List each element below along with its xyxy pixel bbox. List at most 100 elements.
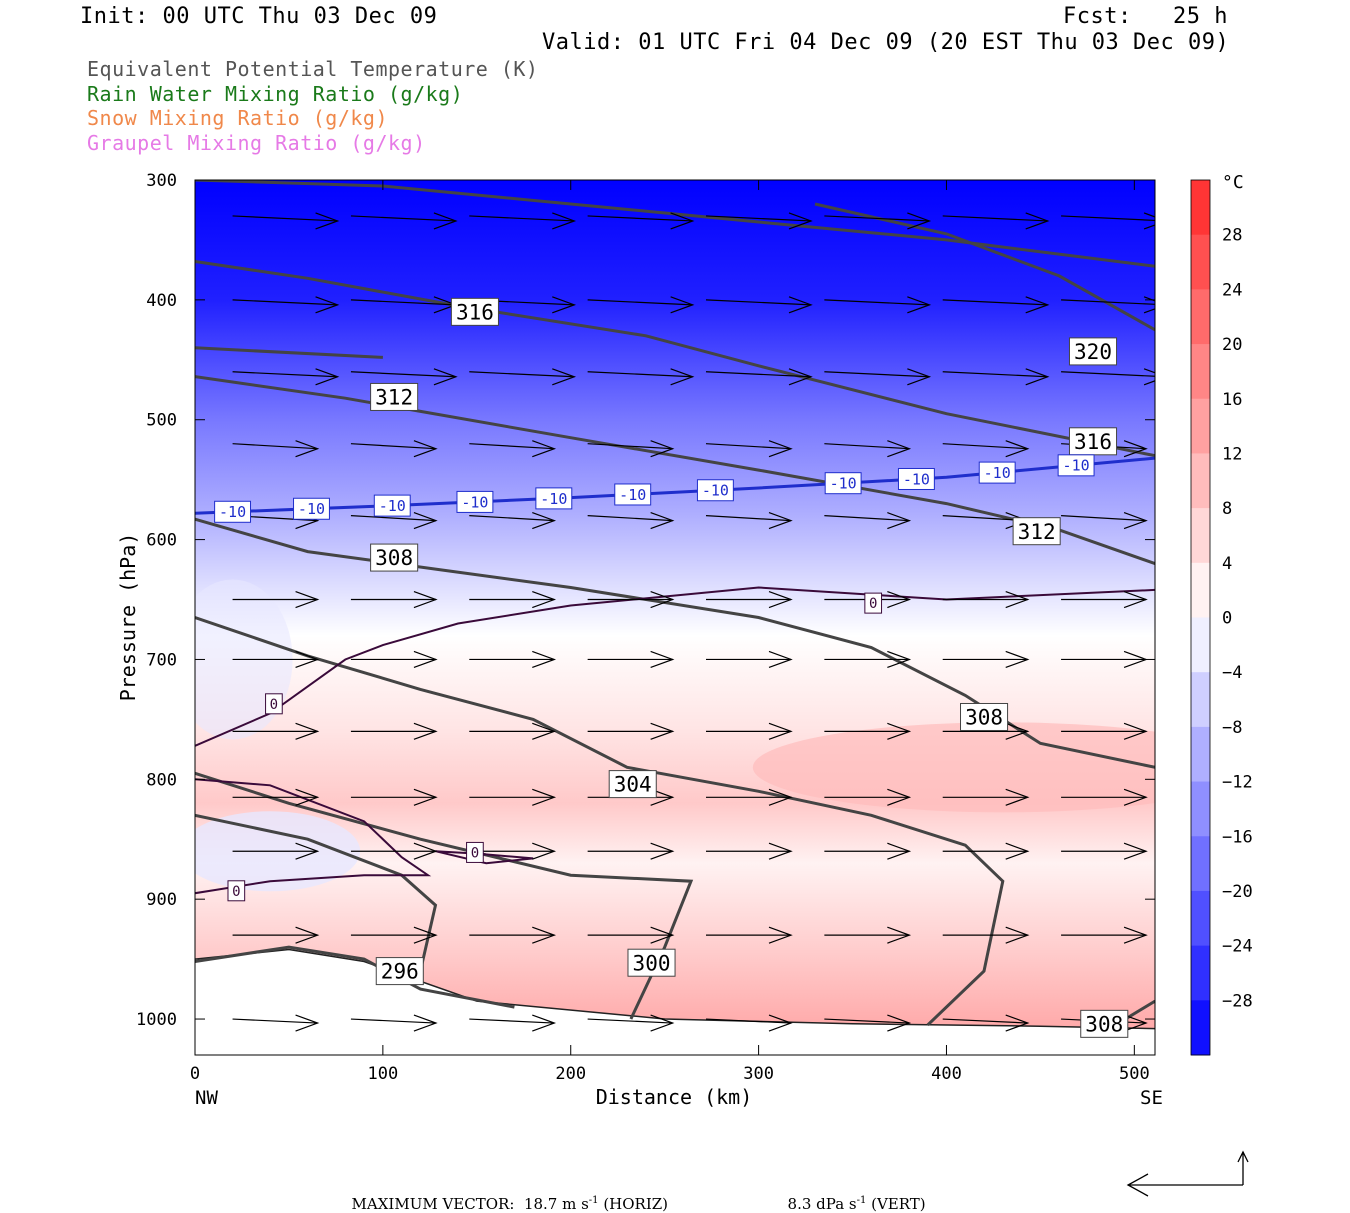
wind-vector-head [887, 1014, 912, 1032]
wind-vector [350, 299, 456, 306]
wind-vector-head [788, 368, 813, 386]
isotherm-label-minus10: -10 [379, 497, 406, 515]
wind-vector [1061, 299, 1155, 305]
wind-vector [587, 215, 693, 222]
wind-vector-head [1005, 842, 1030, 860]
theta-e-label: 312 [1018, 520, 1056, 544]
wind-vector [942, 371, 1048, 378]
wind-vector [350, 443, 436, 450]
wind-vector-head [887, 722, 912, 740]
colorbar-swatch [1191, 289, 1210, 345]
isotherm-label-minus10-box [696, 479, 734, 502]
wind-vector-head [650, 512, 675, 530]
wind-vector-head [887, 926, 912, 944]
wind-vector [469, 1018, 555, 1024]
colorbar-swatch [1191, 781, 1210, 837]
wind-vector [469, 515, 555, 522]
isotherm-zero [195, 778, 432, 895]
wind-vector-head [1123, 440, 1148, 458]
wind-vector [942, 443, 1028, 450]
colorbar-swatch [1191, 1000, 1210, 1056]
theta-e-label-box [370, 543, 419, 572]
colorbar-tick-label: −20 [1222, 882, 1253, 902]
theta-e-label-box [1068, 427, 1118, 456]
isotherm-label-minus10: -10 [903, 470, 930, 488]
legend-snow: Snow Mixing Ratio (g/kg) [87, 106, 388, 130]
wind-vector [350, 371, 456, 378]
x-tick-label: 200 [555, 1064, 586, 1084]
isotherm-label-minus10: -10 [219, 503, 246, 521]
wind-vector [232, 215, 338, 222]
theta-e-contour-316 [195, 260, 1155, 458]
wind-vector [232, 299, 338, 306]
wind-vector [587, 1018, 673, 1024]
wind-vector-head [315, 368, 340, 386]
isotherm-label-minus10: -10 [461, 493, 488, 511]
isotherm-label-minus10: -10 [1063, 457, 1090, 475]
theta-e-label-box [375, 957, 424, 986]
wind-vector-head [788, 212, 813, 230]
warm-core [752, 722, 1155, 813]
isotherm-label-zero: 0 [471, 845, 479, 861]
colorbar-tick-label: −8 [1222, 718, 1242, 738]
legend-rain-water: Rain Water Mixing Ratio (g/kg) [87, 82, 464, 106]
colorbar-frame [1190, 179, 1211, 1056]
wind-vector-head [532, 440, 557, 458]
wind-vector-head [1005, 440, 1030, 458]
wind-vector-head [887, 590, 912, 609]
isotherm-label-minus10-box [535, 487, 573, 510]
x-tick-label: 0 [190, 1064, 200, 1084]
wind-vector-head [1005, 722, 1030, 740]
x-axis-label: Distance (km) [596, 1085, 753, 1109]
colorbar-tick-label: −16 [1222, 827, 1253, 847]
isotherm-label-minus10: -10 [619, 486, 646, 504]
wind-vector-head [1123, 722, 1148, 740]
wind-vector-head [670, 368, 695, 386]
isotherm-label-minus10-box [897, 467, 935, 490]
theta-e-label: 300 [633, 951, 671, 975]
terrain-line [194, 948, 1156, 1030]
wind-vector [469, 215, 575, 222]
wind-vector-head [413, 440, 438, 458]
theta-e-label: 316 [456, 300, 494, 324]
colorbar-swatch [1191, 672, 1210, 728]
wind-vector [469, 443, 555, 450]
wind-vector [587, 299, 693, 306]
theta-e-label-box [627, 948, 676, 977]
colorbar-swatch [1191, 344, 1210, 400]
wind-vector [232, 371, 338, 378]
forecast-hour: Fcst: 25 h [1063, 4, 1228, 29]
isotherm-label-zero-box [466, 841, 484, 863]
max-vector-caption: MAXIMUM VECTOR: 18.7 m s-1 (HORIZ) [342, 1177, 669, 1213]
wind-vector [942, 299, 1048, 306]
isotherm-label-zero: 0 [869, 596, 877, 612]
wind-vector-head [413, 512, 438, 530]
wind-vector-head [907, 212, 932, 230]
wind-vector-head [1005, 650, 1030, 669]
wind-vector-head [433, 212, 458, 230]
wind-vector-head [315, 212, 340, 230]
colorbar-swatch [1191, 453, 1210, 509]
vert-tag: (VERT) [866, 1195, 926, 1213]
theta-e-label: 308 [375, 546, 413, 570]
wind-vector-head [670, 296, 695, 314]
init-time: Init: 00 UTC Thu 03 Dec 09 [80, 4, 438, 29]
wind-vector-head [887, 440, 912, 458]
wind-vector [824, 371, 930, 378]
theta-e-label-box [960, 702, 1009, 731]
theta-e-label: 308 [1085, 1012, 1123, 1036]
x-tick-label: 500 [1119, 1064, 1150, 1084]
wind-vector-head [907, 296, 932, 314]
wind-vector-head [295, 788, 320, 806]
theta-e-contour-320 [195, 180, 1155, 268]
y-axis-label: Pressure (hPa) [116, 533, 140, 702]
colorbar-tick-label: 24 [1222, 280, 1242, 300]
wind-vector-head [413, 590, 438, 609]
wind-vector-head [413, 1014, 438, 1032]
wind-vector [824, 443, 910, 450]
plot-frame [194, 179, 1156, 1056]
contour-labels: 316 312 320 316 312 308 308 304 300 296 308 -10 -10 -… [214, 297, 1129, 1038]
wind-vector-head [413, 722, 438, 740]
isotherm-zero [195, 586, 1155, 747]
